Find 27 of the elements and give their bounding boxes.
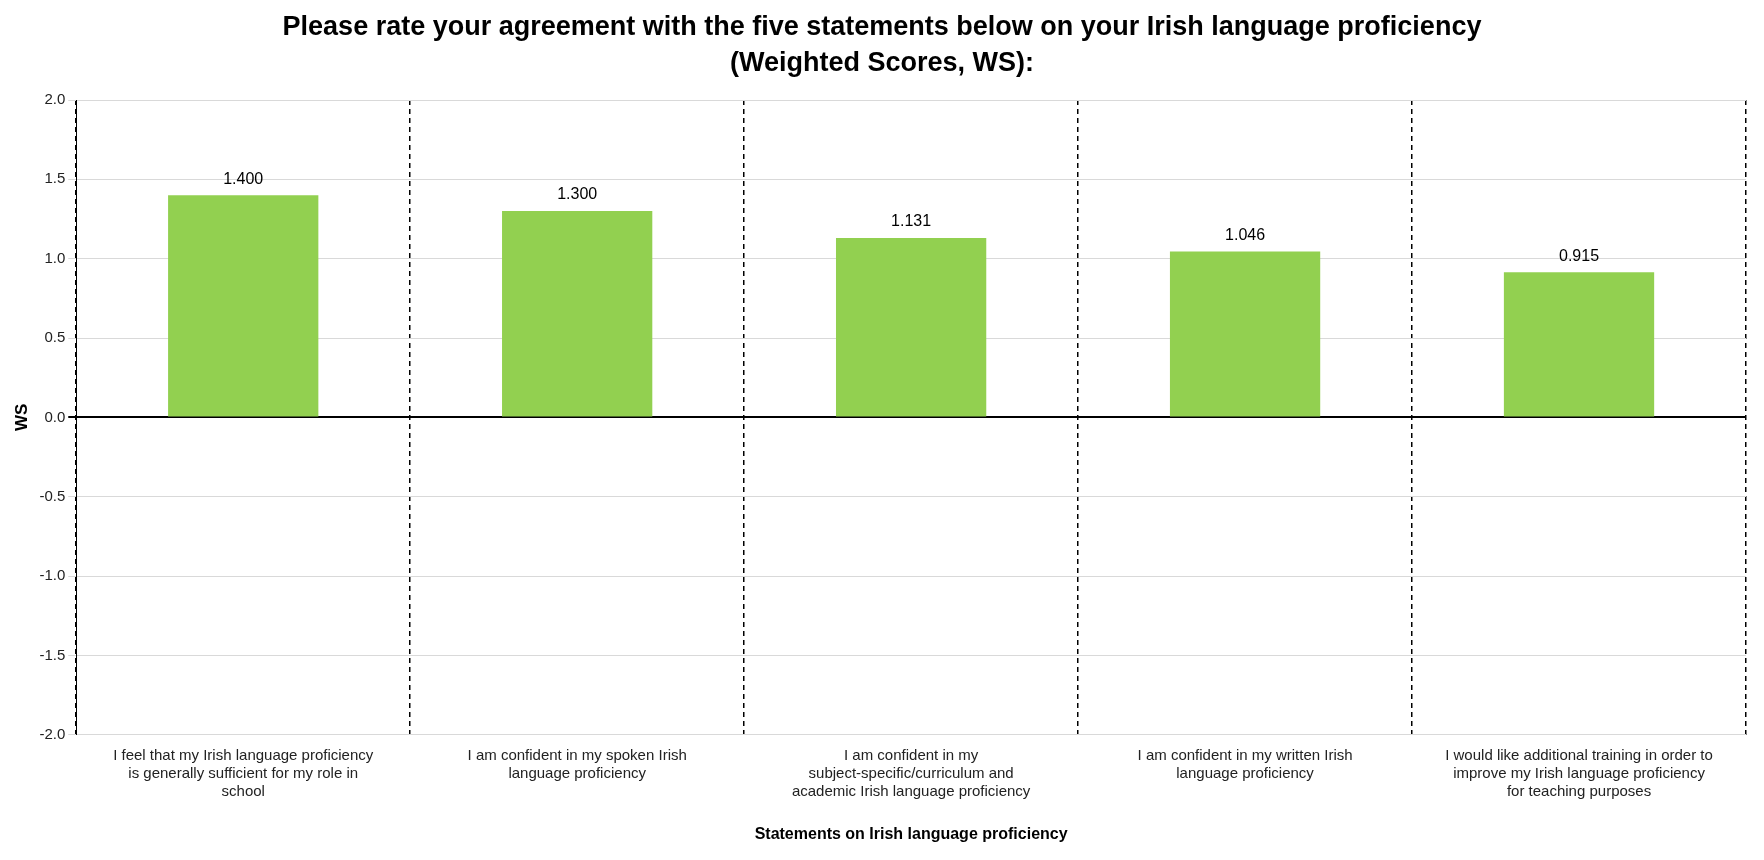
y-tick-label: 2.0 [44,90,66,108]
y-tick-label: -1.0 [39,566,66,584]
y-tick-label: 0.5 [44,328,66,346]
data-label: 1.046 [1225,225,1266,243]
chart-title: Please rate your agreement with the five statements below on your Irish language proficiency (Weighted Scores, WS): [281,10,1483,79]
x-tick-label: I feel that my Irish language proficiency is generally sufficient for my role in school [113,745,374,799]
bar [1169,251,1321,417]
y-tick-label: -0.5 [39,486,66,504]
x-axis-title: Statements on Irish language proficiency [754,824,1068,842]
y-axis-title: WS [11,403,31,432]
x-tick-label: I would like additional training in order to improve my Irish language proficiency for teaching purposes [1445,745,1713,799]
y-tick-label: 0.0 [44,407,66,425]
x-tick-label: I am confident in my spoken Irish language proficiency [467,745,687,781]
bar [168,195,319,417]
y-tick-label: -1.5 [39,645,66,663]
bar [1503,272,1655,417]
data-label: 0.915 [1559,246,1600,264]
bar [502,211,653,417]
data-label: 1.131 [891,212,932,230]
x-tick-label: I am confident in my written Irish language proficiency [1137,745,1353,781]
y-tick-label: 1.5 [44,169,66,187]
y-tick-label: 1.0 [44,248,66,266]
bar [835,237,987,417]
data-label: 1.300 [557,185,598,203]
x-tick-label: I am confident in my subject-specific/curriculum and academic Irish language proficiency [791,745,1031,799]
data-label: 1.400 [223,169,264,187]
y-tick-label: -2.0 [39,724,66,742]
